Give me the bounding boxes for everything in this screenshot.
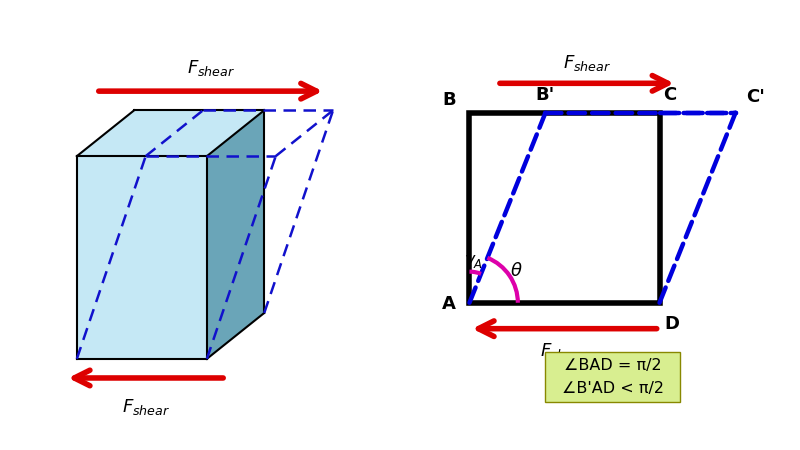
Text: $\theta$: $\theta$	[510, 262, 523, 280]
Text: $\gamma_A$: $\gamma_A$	[464, 253, 483, 271]
Text: $F_{shear}$: $F_{shear}$	[563, 53, 611, 73]
Polygon shape	[77, 110, 264, 156]
FancyBboxPatch shape	[546, 352, 680, 402]
Text: B: B	[442, 91, 456, 109]
Polygon shape	[207, 110, 264, 359]
Text: $F_{shear}$: $F_{shear}$	[540, 341, 589, 361]
Text: $F_{shear}$: $F_{shear}$	[122, 397, 170, 417]
Text: D: D	[665, 315, 680, 333]
Text: C: C	[663, 86, 676, 104]
Text: $F_{shear}$: $F_{shear}$	[186, 58, 235, 78]
Text: C': C'	[746, 88, 765, 106]
Text: ∠BAD = π/2
∠B'AD < π/2: ∠BAD = π/2 ∠B'AD < π/2	[562, 359, 664, 396]
Text: A: A	[442, 296, 456, 314]
Text: B': B'	[536, 86, 555, 104]
Polygon shape	[77, 156, 207, 359]
